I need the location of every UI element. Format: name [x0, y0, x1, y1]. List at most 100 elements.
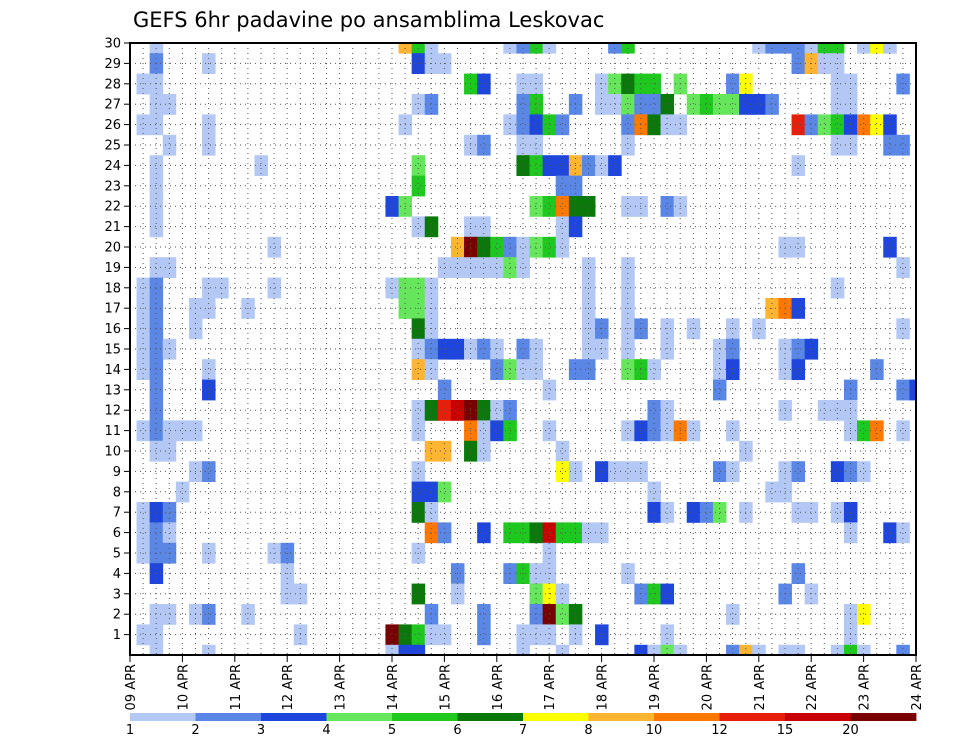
- heatmap-cell: [699, 94, 714, 115]
- heatmap-cell: [411, 216, 426, 238]
- heatmap-cell: [450, 400, 465, 421]
- heatmap-cell: [647, 644, 661, 656]
- heatmap-cell: [857, 461, 871, 482]
- heatmap-cell: [411, 481, 426, 503]
- heatmap-cell: [608, 461, 622, 482]
- heatmap-cell: [477, 522, 491, 544]
- heatmap-cell: [712, 379, 727, 401]
- y-tick-label: 24: [104, 159, 121, 174]
- heatmap-cell: [424, 338, 439, 360]
- heatmap-cell: [411, 400, 426, 421]
- heatmap-cell: [437, 400, 452, 421]
- colorbar-swatch: [588, 713, 622, 721]
- heatmap-cell: [411, 461, 426, 482]
- heatmap-cell: [686, 420, 701, 442]
- heatmap-cell: [490, 359, 504, 380]
- colorbar-swatch: [424, 713, 458, 721]
- heatmap-cell: [254, 155, 268, 176]
- heatmap-cell: [437, 338, 452, 360]
- heatmap-cell: [477, 338, 491, 360]
- heatmap-cell: [477, 420, 491, 442]
- y-tick-label: 9: [113, 465, 121, 480]
- heatmap-cell: [437, 522, 452, 544]
- colorbar-swatch: [686, 713, 720, 721]
- colorbar-swatch: [555, 713, 589, 721]
- heatmap-cell: [581, 155, 596, 176]
- heatmap-cell: [581, 196, 596, 217]
- heatmap-cell: [450, 257, 465, 278]
- heatmap-cell: [595, 94, 609, 115]
- heatmap-cell: [896, 522, 910, 544]
- heatmap-cell: [424, 481, 439, 503]
- heatmap-cell: [896, 379, 910, 401]
- heatmap-cell: [490, 236, 504, 258]
- heatmap-cell: [149, 359, 164, 380]
- heatmap-cell: [857, 114, 871, 136]
- colorbar: 1 2 3 4 5 6 7 8 10 12 15 20: [126, 713, 917, 738]
- heatmap-cell: [149, 624, 164, 646]
- heatmap-cell: [830, 644, 845, 656]
- heatmap-cell: [529, 236, 544, 258]
- heatmap-cell: [726, 461, 740, 482]
- colorbar-label: 5: [388, 723, 396, 738]
- heatmap-cell: [424, 502, 439, 523]
- colorbar-swatch: [752, 713, 786, 721]
- heatmap-cell: [595, 522, 609, 544]
- heatmap-cell: [542, 420, 557, 442]
- heatmap-cell: [529, 359, 544, 380]
- heatmap-cell: [857, 644, 871, 656]
- heatmap-cell: [529, 134, 544, 156]
- heatmap-cell: [555, 236, 570, 258]
- heatmap-cell: [162, 420, 177, 442]
- heatmap-cell: [516, 134, 530, 156]
- heatmap-cell: [202, 604, 216, 625]
- heatmap-cell: [516, 236, 530, 258]
- heatmap-cell: [477, 236, 491, 258]
- heatmap-cell: [555, 114, 570, 136]
- heatmap-cell: [660, 196, 675, 217]
- heatmap-cell: [529, 94, 544, 115]
- heatmap-cell: [555, 155, 570, 176]
- heatmap-cell: [830, 461, 845, 482]
- heatmap-cell: [516, 114, 530, 136]
- heatmap-cell: [726, 604, 740, 625]
- x-tick-label: 24 APR: [910, 664, 925, 710]
- y-axis-ticks: 1234567891011121314151617181920212223242…: [104, 37, 130, 643]
- colorbar-swatch: [621, 713, 655, 721]
- heatmap-cell: [712, 338, 727, 360]
- colorbar-swatch: [719, 713, 753, 721]
- heatmap-cell: [149, 114, 164, 136]
- heatmap-cell: [529, 338, 544, 360]
- y-tick-label: 8: [113, 485, 121, 500]
- y-tick-label: 12: [104, 404, 121, 419]
- heatmap-cell: [424, 624, 439, 646]
- x-tick-label: 23 APR: [858, 664, 873, 710]
- heatmap-cell: [529, 196, 544, 217]
- heatmap-cell: [424, 216, 439, 238]
- colorbar-label: 6: [453, 723, 461, 738]
- heatmap-cell: [896, 644, 910, 656]
- y-tick-label: 25: [104, 139, 121, 154]
- heatmap-cell: [595, 155, 609, 176]
- heatmap-cell: [804, 502, 819, 523]
- heatmap-cell: [621, 134, 635, 156]
- heatmap-cell: [647, 400, 661, 421]
- heatmap-cell: [162, 257, 177, 278]
- heatmap-cell: [896, 420, 910, 442]
- heatmap-cell: [896, 134, 910, 156]
- heatmap-cell: [162, 502, 177, 523]
- heatmap-cell: [477, 400, 491, 421]
- heatmap-cell: [621, 196, 635, 217]
- y-tick-label: 27: [104, 98, 121, 113]
- heatmap-cell: [490, 420, 504, 442]
- heatmap-cell: [202, 644, 216, 656]
- colorbar-label: 8: [584, 723, 592, 738]
- heatmap-cell: [660, 420, 675, 442]
- heatmap-cell: [791, 644, 806, 656]
- colorbar-swatch: [130, 713, 164, 721]
- heatmap-cell: [778, 644, 792, 656]
- heatmap-cell: [450, 338, 465, 360]
- heatmap-cell: [162, 94, 177, 115]
- heatmap-cell: [516, 155, 530, 176]
- heatmap-cell: [411, 502, 426, 523]
